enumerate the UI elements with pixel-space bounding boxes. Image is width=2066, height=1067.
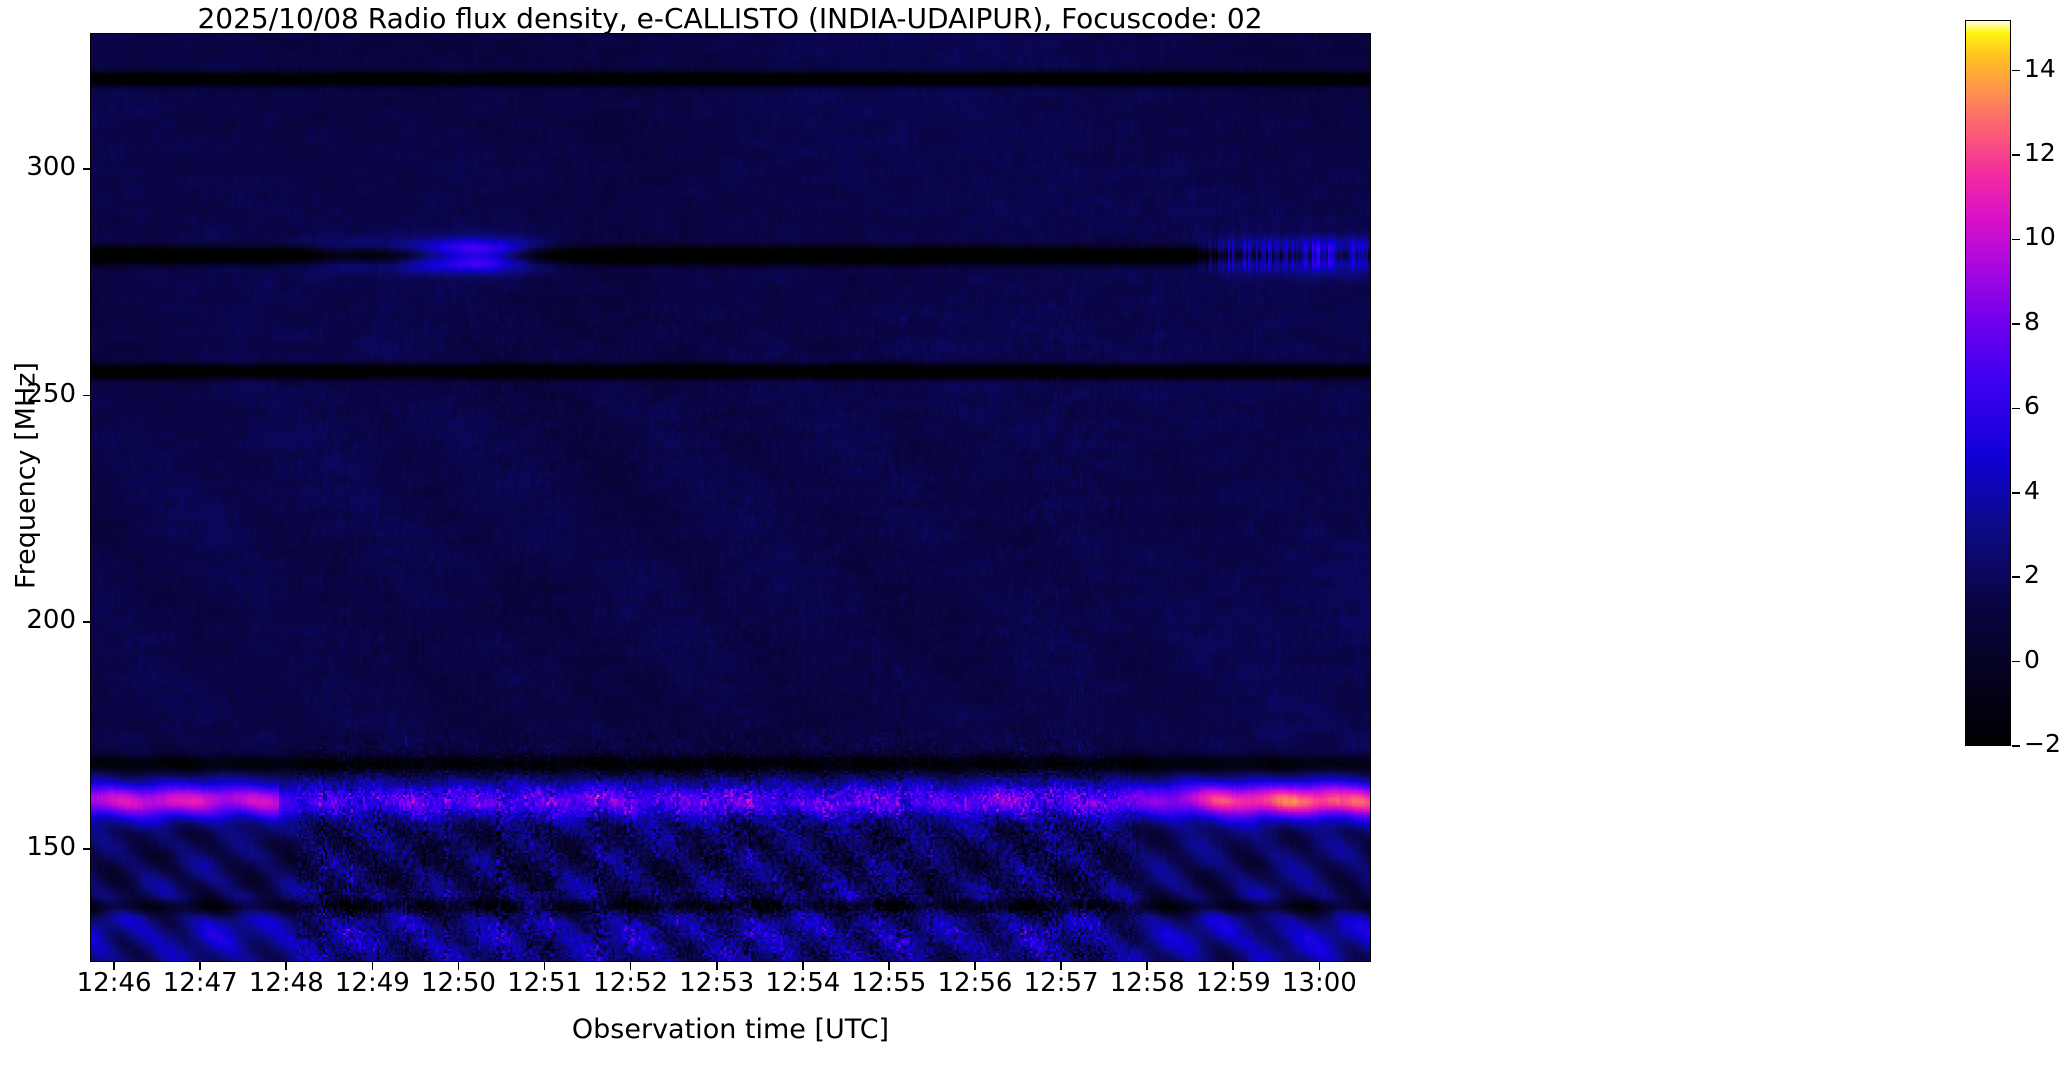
x-tick-mark xyxy=(1060,962,1062,970)
colorbar-tick-label: −2 xyxy=(2024,729,2061,758)
colorbar-tick-label: 12 xyxy=(2024,138,2056,168)
y-tick-label: 150 xyxy=(26,831,76,862)
colorbar-tick-label: 0 xyxy=(2024,644,2040,674)
x-tick-mark xyxy=(457,962,460,970)
x-tick-label: 12:56 xyxy=(937,968,1013,998)
colorbar-tick-mark xyxy=(2012,491,2020,494)
x-tick-label: 12:53 xyxy=(679,968,755,998)
y-tick-mark xyxy=(83,847,90,850)
x-tick-label: 12:47 xyxy=(162,968,238,998)
x-tick-label: 12:52 xyxy=(593,968,669,998)
x-tick-mark xyxy=(285,962,288,970)
y-tick-label: 250 xyxy=(26,378,76,409)
x-tick-label: 12:54 xyxy=(765,968,841,998)
x-tick-mark xyxy=(888,962,890,970)
x-axis-label: Observation time [UTC] xyxy=(571,1014,890,1045)
y-tick-label: 300 xyxy=(26,151,76,182)
colorbar-gradient xyxy=(1966,21,2010,745)
x-tick-mark xyxy=(371,962,374,970)
spectrogram-canvas xyxy=(91,34,1370,961)
y-tick-mark xyxy=(83,621,90,623)
colorbar-tick-label: 2 xyxy=(2024,560,2040,590)
colorbar-tick-mark xyxy=(2012,154,2020,156)
colorbar-tick-mark xyxy=(2012,576,2020,578)
x-tick-label: 13:00 xyxy=(1281,968,1357,998)
x-tick-label: 12:58 xyxy=(1109,968,1185,998)
x-tick-label: 12:57 xyxy=(1023,968,1099,998)
colorbar-tick-label: 4 xyxy=(2024,475,2040,505)
colorbar-tick-mark xyxy=(2012,407,2020,410)
colorbar-tick-label: 6 xyxy=(2024,391,2040,421)
x-tick-mark xyxy=(715,962,718,970)
colorbar-tick-label: 10 xyxy=(2024,222,2056,252)
figure-title: 2025/10/08 Radio flux density, e-CALLIST… xyxy=(197,2,1263,35)
x-tick-mark xyxy=(543,962,546,970)
colorbar-tick-mark xyxy=(2012,69,2020,72)
x-tick-label: 12:59 xyxy=(1195,968,1271,998)
x-tick-mark xyxy=(802,962,804,970)
colorbar-tick-mark xyxy=(2012,323,2020,325)
colorbar-tick-mark xyxy=(2012,660,2020,663)
y-tick-mark xyxy=(83,394,90,397)
colorbar xyxy=(1965,20,2011,746)
x-tick-mark xyxy=(1146,962,1148,970)
colorbar-tick-label: 14 xyxy=(2024,53,2056,83)
x-tick-label: 12:50 xyxy=(420,968,496,998)
spectrogram-plot-area xyxy=(90,33,1371,962)
x-tick-mark xyxy=(974,962,976,970)
spectrogram-image xyxy=(91,34,1370,961)
x-tick-mark xyxy=(113,962,115,970)
x-tick-label: 12:49 xyxy=(334,968,410,998)
x-tick-label: 12:55 xyxy=(851,968,927,998)
x-tick-label: 12:51 xyxy=(507,968,583,998)
x-tick-label: 12:48 xyxy=(248,968,324,998)
colorbar-tick-mark xyxy=(2012,745,2020,747)
x-tick-mark xyxy=(1318,962,1321,970)
x-tick-label: 12:46 xyxy=(76,968,152,998)
colorbar-tick-label: 8 xyxy=(2024,306,2040,336)
x-tick-mark xyxy=(629,962,632,970)
colorbar-tick-mark xyxy=(2012,238,2020,241)
x-tick-mark xyxy=(1232,962,1235,970)
y-tick-label: 200 xyxy=(26,605,76,636)
y-tick-mark xyxy=(83,168,90,170)
x-tick-mark xyxy=(199,962,201,970)
